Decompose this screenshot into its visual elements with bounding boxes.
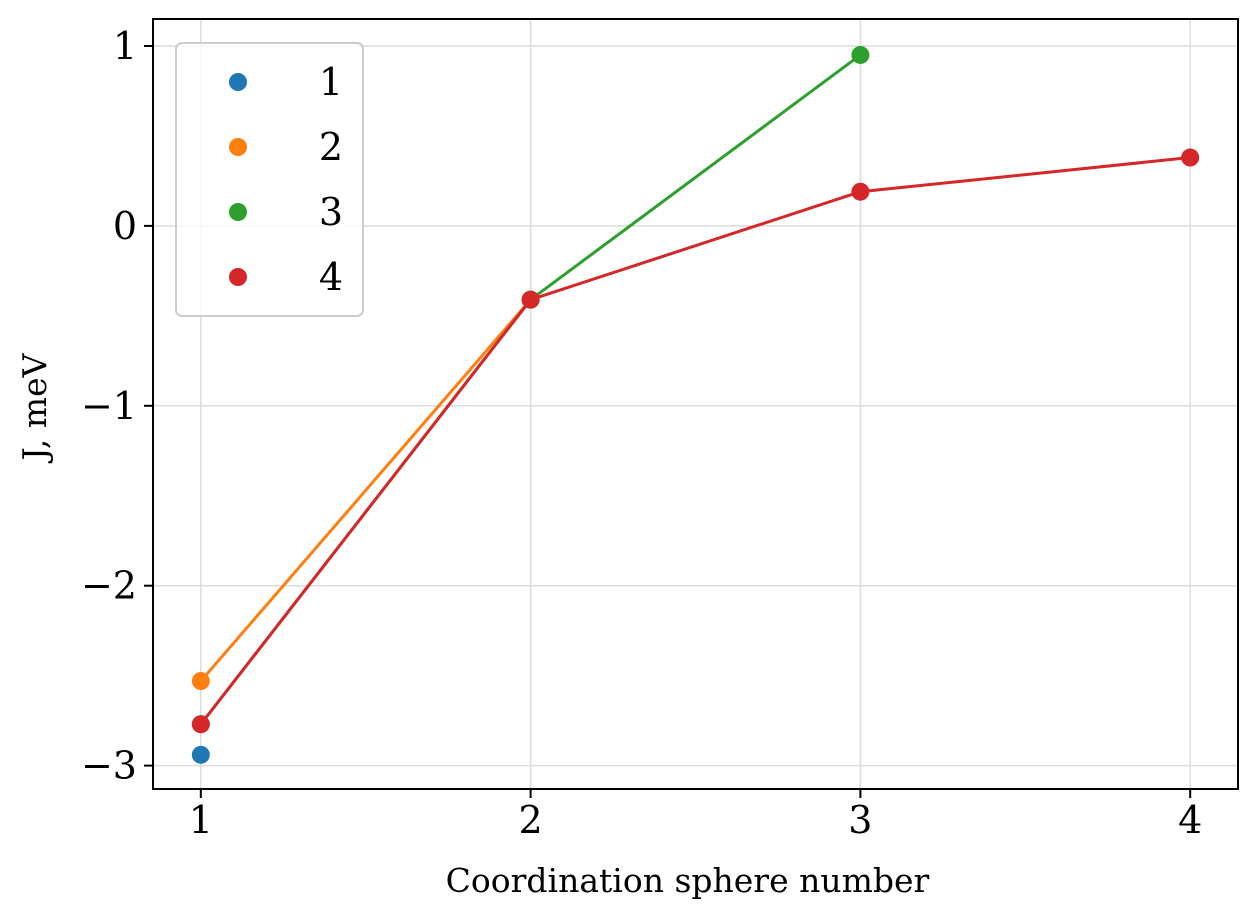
legend: 1 2 3 4 xyxy=(175,42,364,317)
y-tick-label: 0 xyxy=(113,204,137,248)
legend-marker xyxy=(229,73,247,91)
legend-label: 1 xyxy=(319,60,343,104)
series-line xyxy=(199,156,1192,726)
series-4 xyxy=(191,148,1200,734)
legend-item: 3 xyxy=(229,190,343,234)
series-1 xyxy=(191,745,210,764)
x-tick-label: 1 xyxy=(189,798,213,842)
data-point xyxy=(851,45,870,64)
x-axis-title: Coordination sphere number xyxy=(446,861,930,900)
plot-frame xyxy=(152,18,1239,790)
y-tick-label: −2 xyxy=(81,564,137,608)
ticks: 1 2 3 4 1 0 −1 −2 −3 xyxy=(81,24,1202,842)
series-2 xyxy=(191,290,540,691)
legend-label: 4 xyxy=(319,255,343,299)
legend-marker xyxy=(229,203,247,221)
series-line xyxy=(199,298,533,683)
x-tick-label: 4 xyxy=(1178,798,1202,842)
legend-label: 2 xyxy=(319,125,343,169)
y-axis-title: J, meV xyxy=(15,352,54,463)
y-tick-label: −1 xyxy=(81,384,137,428)
data-point xyxy=(191,672,210,691)
legend-box xyxy=(175,42,364,317)
legend-label: 3 xyxy=(319,190,343,234)
x-tick-label: 2 xyxy=(519,798,543,842)
legend-item: 4 xyxy=(229,255,343,299)
y-tick-label: −3 xyxy=(81,744,137,788)
data-point xyxy=(1181,148,1200,167)
legend-marker xyxy=(229,138,247,156)
legend-item: 1 xyxy=(229,60,343,104)
series-layer xyxy=(191,45,1200,764)
y-tick-label: 1 xyxy=(113,24,137,68)
data-point xyxy=(521,290,540,309)
legend-marker xyxy=(229,268,247,286)
data-point xyxy=(191,745,210,764)
x-tick-label: 3 xyxy=(848,798,872,842)
data-point xyxy=(851,182,870,201)
data-point xyxy=(191,715,210,734)
legend-item: 2 xyxy=(229,125,343,169)
